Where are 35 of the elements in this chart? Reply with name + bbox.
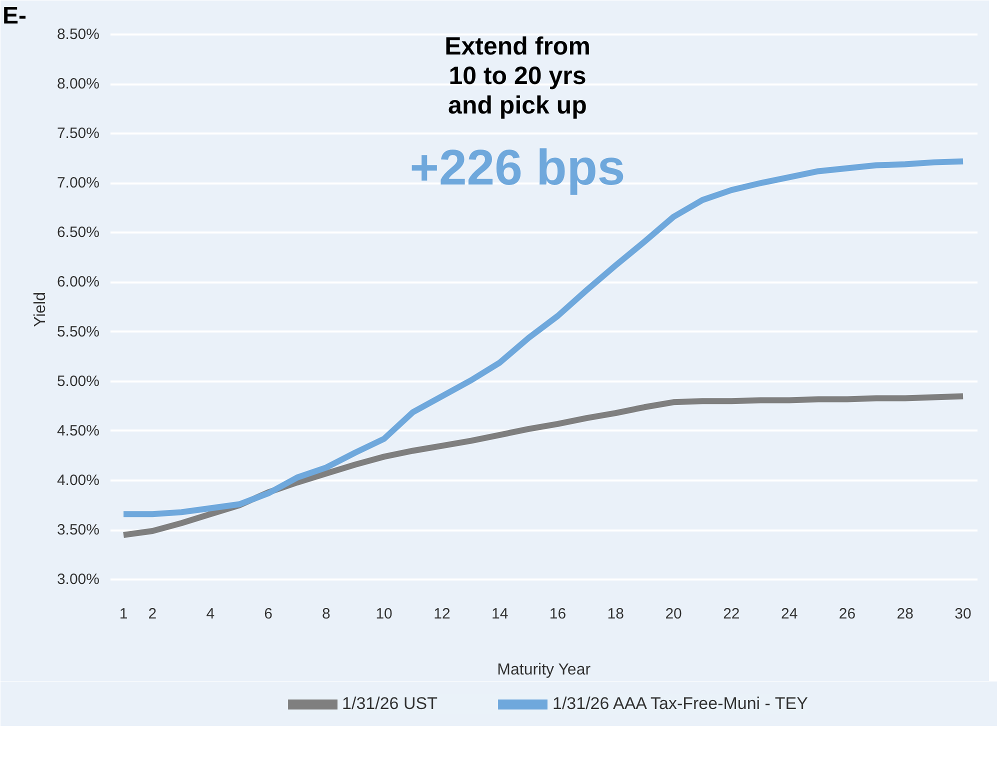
x-tick-label: 16 — [549, 606, 566, 622]
legend-label: 1/31/26 AAA Tax-Free-Muni - TEY — [552, 694, 808, 714]
y-tick-label: 7.00% — [56, 174, 100, 192]
x-tick-label: 20 — [665, 606, 682, 622]
x-tick-label: 24 — [780, 606, 798, 622]
x-tick-label: 4 — [206, 606, 215, 622]
y-tick-label: 3.00% — [56, 571, 100, 588]
x-tick-label: 8 — [322, 606, 330, 622]
y-axis-title: Yield — [32, 292, 49, 327]
y-tick-label: 5.50% — [56, 323, 100, 340]
x-tick-label: 2 — [148, 606, 157, 622]
x-tick-label: 10 — [376, 606, 392, 622]
y-tick-label: 8.00% — [56, 76, 100, 93]
y-tick-label: 3.50% — [56, 522, 100, 539]
y-tick-label: 8.50% — [56, 26, 100, 43]
x-axis-title: Maturity Year — [497, 662, 592, 678]
x-tick-label: 1 — [119, 606, 128, 622]
text: E- — [2, 2, 27, 30]
y-tick-label: 4.00% — [56, 472, 100, 489]
y-tick-label: 6.00% — [56, 274, 100, 291]
x-tick-label: 18 — [607, 606, 624, 622]
x-tick-label: 26 — [838, 606, 856, 622]
x-tick-label: 30 — [954, 606, 972, 622]
y-tick-label: 7.50% — [56, 125, 100, 142]
x-tick-label: 14 — [492, 606, 508, 622]
legend-label: 1/31/26 UST — [342, 694, 438, 714]
annotation: Extend from 10 to 20 yrs and pick up — [444, 32, 590, 120]
y-tick-label: 5.00% — [56, 372, 100, 390]
y-tick-label: 6.50% — [56, 224, 100, 242]
x-tick-label: 6 — [264, 606, 272, 622]
annotation: +226 bps — [410, 140, 626, 196]
y-tick-label: 4.50% — [56, 422, 100, 440]
x-tick-label: 12 — [434, 606, 450, 622]
x-tick-label: 22 — [723, 606, 740, 622]
x-tick-label: 28 — [896, 606, 914, 622]
